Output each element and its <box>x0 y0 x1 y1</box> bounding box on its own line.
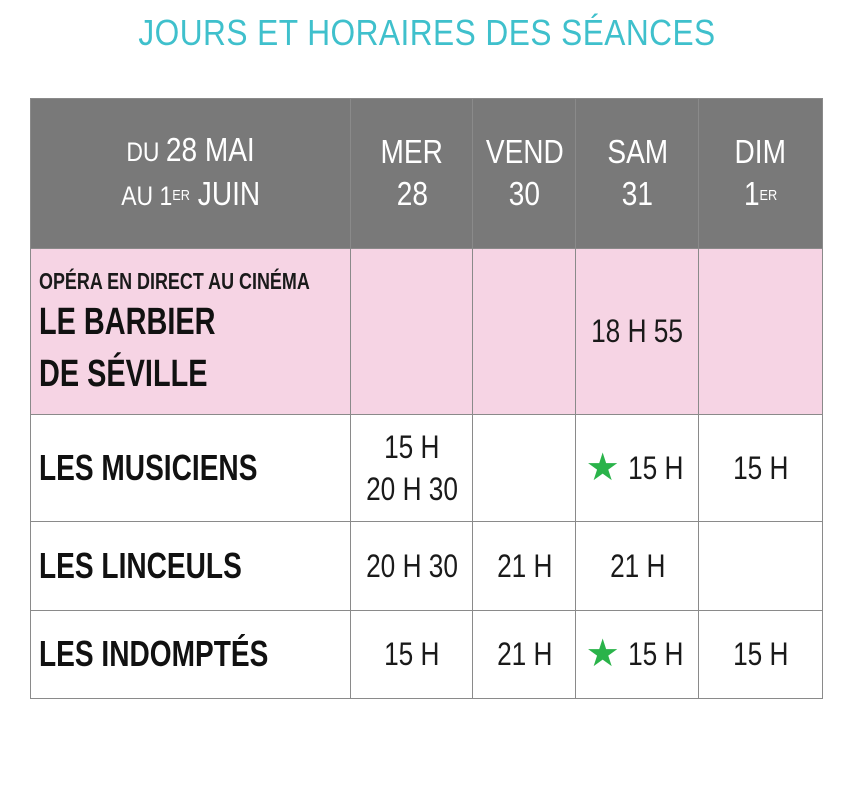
time-cell: ★ 15 H <box>576 414 699 521</box>
film-title-line1: LE BARBIER <box>39 301 216 343</box>
time-value: 15 H <box>384 636 440 672</box>
time-cell: ★ 15 H <box>576 610 699 698</box>
time-value: 21 H <box>496 636 553 672</box>
film-les-linceuls: LES LINCEULS <box>30 521 351 610</box>
header-day-sam: SAM 31 <box>576 98 699 248</box>
table-border-col <box>472 98 473 699</box>
table-border-right <box>822 98 823 699</box>
period-au: AU 1 <box>121 181 173 211</box>
header-period: DU 28 MAI AU 1ER JUIN <box>30 98 351 248</box>
table-border-row <box>30 521 823 522</box>
table-border-col <box>350 98 351 699</box>
time-cell: 15 H <box>699 610 822 698</box>
film-title: LES INDOMPTÉS <box>39 633 269 674</box>
star-icon: ★ <box>585 446 620 489</box>
star-icon: ★ <box>585 633 620 675</box>
time-value: 15 H <box>732 636 789 672</box>
film-kicker: OPÉRA EN DIRECT AU CINÉMA <box>39 268 310 294</box>
period-end: JUIN <box>189 175 260 212</box>
header-day-vend: VEND 30 <box>473 98 576 248</box>
time-cell: 15 H <box>351 610 473 698</box>
film-barbier-de-seville: OPÉRA EN DIRECT AU CINÉMA LE BARBIER DE … <box>30 248 351 414</box>
time-cell <box>473 414 576 521</box>
day-name: DIM <box>734 133 787 170</box>
table-border-col <box>698 98 699 699</box>
time-value: 18 H 55 <box>591 313 684 349</box>
time-cell: 20 H 30 <box>351 521 473 610</box>
table-border-top <box>30 98 823 99</box>
table-border-bottom <box>30 698 823 699</box>
time-value: 21 H <box>496 547 553 584</box>
day-name: MER <box>380 133 444 170</box>
time-cell <box>699 521 822 610</box>
table-border-col <box>575 98 576 699</box>
film-title-line2: DE SÉVILLE <box>39 353 208 395</box>
film-title: LES MUSICIENS <box>39 446 258 488</box>
time-value: 15 H <box>627 636 684 672</box>
time-cell: 21 H <box>576 521 699 610</box>
time-value: 20 H 30 <box>366 547 458 584</box>
time-cell: 21 H <box>473 521 576 610</box>
time-cell <box>351 248 473 414</box>
time-value: 15 H <box>384 428 440 465</box>
time-cell: 15 H <box>699 414 822 521</box>
day-number: 1 <box>743 175 760 212</box>
time-value: 20 H 30 <box>366 470 458 507</box>
table-border-row <box>30 414 823 415</box>
header-day-mer: MER 28 <box>351 98 473 248</box>
time-value: 15 H <box>627 449 684 486</box>
film-les-indomptes: LES INDOMPTÉS <box>30 610 351 698</box>
film-title: LES LINCEULS <box>39 544 242 586</box>
time-cell: 21 H <box>473 610 576 698</box>
table-border-left <box>30 98 31 699</box>
day-name: SAM <box>607 133 668 170</box>
time-cell <box>473 248 576 414</box>
day-name: VEND <box>485 133 564 170</box>
period-start: 28 MAI <box>165 131 255 168</box>
page-title: JOURS ET HORAIRES DES SÉANCES <box>138 12 716 53</box>
day-sup: ER <box>759 187 778 204</box>
day-number: 31 <box>621 175 654 212</box>
time-cell <box>699 248 822 414</box>
period-du: DU <box>126 137 166 167</box>
day-number: 28 <box>396 175 428 212</box>
time-cell: 15 H 20 H 30 <box>351 414 473 521</box>
film-les-musiciens: LES MUSICIENS <box>30 414 351 521</box>
period-sup: ER <box>172 187 190 204</box>
day-number: 30 <box>508 175 541 212</box>
time-value: 21 H <box>609 547 666 584</box>
table-border-row <box>30 610 823 611</box>
time-cell: 18 H 55 <box>576 248 699 414</box>
table-border-header <box>30 248 823 249</box>
time-value: 15 H <box>732 449 789 486</box>
header-day-dim: DIM 1ER <box>699 98 822 248</box>
